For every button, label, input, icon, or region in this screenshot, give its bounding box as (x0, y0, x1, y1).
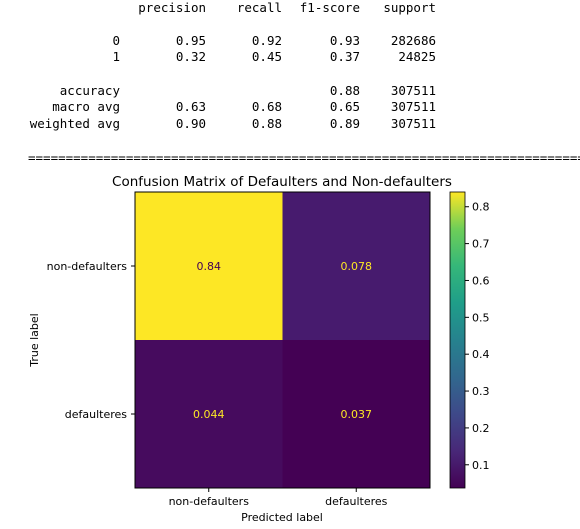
header-support: support (383, 0, 436, 15)
row-precision: 0.90 (175, 116, 206, 131)
row-support: 282686 (390, 33, 436, 48)
row-recall: 0.68 (251, 99, 282, 114)
row-f1-score: 0.88 (329, 83, 360, 98)
chart-title: Confusion Matrix of Defaulters and Non-d… (112, 174, 452, 190)
x-axis-label: Predicted label (241, 511, 323, 524)
row-f1-score: 0.89 (329, 116, 360, 131)
cell-value-label: 0.84 (197, 260, 222, 273)
row-recall: 0.45 (251, 49, 282, 64)
colorbar-tick-label: 0.8 (472, 201, 490, 214)
row-label: accuracy (59, 83, 120, 98)
separator-line: ========================================… (28, 150, 580, 165)
row-recall: 0.92 (251, 33, 282, 48)
matrix-frame (134, 191, 431, 489)
classification-report: precision recall f1-score support 0 0.95 0… (0, 0, 580, 140)
colorbar-tick-label: 0.5 (472, 311, 490, 324)
row-support: 307511 (390, 116, 436, 131)
row-f1-score: 0.93 (329, 33, 360, 48)
row-precision: 0.63 (175, 99, 206, 114)
header-f1-score: f1-score (299, 0, 360, 15)
cell-value-label: 0.078 (341, 260, 373, 273)
matrix-cell (135, 340, 283, 488)
row-support: 307511 (390, 99, 436, 114)
row-label: 1 (112, 49, 120, 64)
colorbar-tick-label: 0.6 (472, 274, 490, 287)
matrix-cell (282, 192, 430, 340)
row-f1-score: 0.65 (329, 99, 360, 114)
colorbar-tick-label: 0.1 (472, 459, 490, 472)
row-support: 24825 (398, 49, 436, 64)
confusion-matrix-chart: Confusion Matrix of Defaulters and Non-d… (28, 174, 490, 524)
row-label: 0 (112, 33, 120, 48)
row-recall: 0.88 (251, 116, 282, 131)
colorbar-tick-label: 0.4 (472, 348, 490, 361)
matrix-cell (135, 192, 283, 340)
row-f1-score: 0.37 (329, 49, 360, 64)
y-axis-label: True label (28, 313, 41, 367)
row-precision: 0.32 (175, 49, 206, 64)
x-tick-label: non-defaulters (169, 495, 250, 508)
header-recall: recall (236, 0, 282, 15)
colorbar-tick-label: 0.2 (472, 422, 490, 435)
colorbar-tick-label: 0.7 (472, 238, 490, 251)
y-tick-label: defaulteres (65, 408, 128, 421)
header-precision: precision (138, 0, 206, 15)
y-tick-label: non-defaulters (47, 260, 128, 273)
colorbar-tick-label: 0.3 (472, 385, 490, 398)
matrix-cell (282, 340, 430, 488)
colorbar (449, 191, 466, 489)
row-precision: 0.95 (175, 33, 206, 48)
x-tick-label: defaulteres (325, 495, 388, 508)
cell-value-label: 0.037 (341, 408, 373, 421)
row-support: 307511 (390, 83, 436, 98)
row-label: weighted avg (29, 116, 120, 131)
cell-value-label: 0.044 (193, 408, 225, 421)
row-label: macro avg (52, 99, 120, 114)
